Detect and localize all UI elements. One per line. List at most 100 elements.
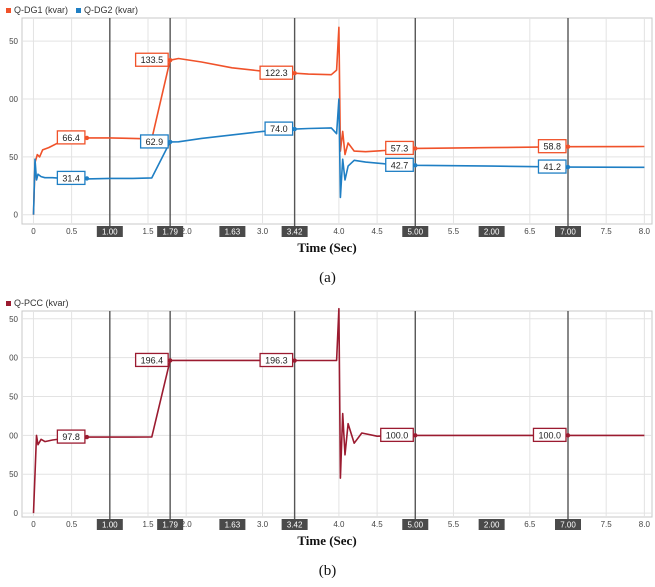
data-point: [565, 144, 571, 149]
chart-a: Q-DG1 (kvar) Q-DG2 (kvar) 66.4 31.4 62.9 133.…: [6, 5, 653, 255]
data-label: 196.4: [134, 352, 169, 368]
x-tick-label: 4.0: [333, 520, 345, 529]
data-label: 42.7: [385, 157, 414, 172]
x-tick-label: 8.0: [639, 227, 651, 236]
cursor-marker: [96, 519, 123, 530]
data-point: [565, 164, 571, 170]
data-label-box: [56, 170, 86, 186]
x-tick-label: 4.5: [372, 227, 384, 236]
data-label-text: 74.0: [270, 124, 288, 134]
data-label-box: [259, 65, 294, 80]
y-tick-label: 00: [9, 431, 18, 440]
x-tick-label: 6.5: [524, 227, 536, 236]
cursor-marker-label: 5.00: [407, 521, 423, 530]
legend-entry: Q-DG2 (kvar): [84, 5, 138, 15]
x-tick-label: 5.5: [448, 227, 460, 236]
data-label-text: 31.4: [62, 173, 80, 183]
data-label: 100.0: [380, 427, 414, 443]
data-label-text: 100.0: [386, 430, 409, 440]
legend-entry: Q-PCC (kvar): [14, 298, 69, 308]
cursor-marker: [157, 226, 184, 237]
data-label-box: [56, 130, 86, 145]
data-label: 74.0: [264, 121, 294, 136]
cursor-marker: [281, 226, 308, 237]
y-tick-label: 50: [9, 153, 18, 162]
legend-entry: Q-DG1 (kvar): [14, 5, 68, 15]
chart-panel-b: Q-PCC (kvar) 97.8 196.4 196.3 100.0 100.0 0 50 0…: [0, 293, 655, 555]
data-label-box: [134, 352, 169, 368]
data-point: [413, 163, 418, 168]
cursor-marker-label: 1.00: [102, 521, 118, 530]
data-label: 62.9: [139, 134, 169, 149]
data-label-text: 97.8: [62, 432, 80, 442]
data-label-box: [385, 140, 414, 156]
cursor-marker: [555, 226, 581, 237]
data-label-text: 58.8: [543, 142, 561, 152]
data-point: [413, 433, 418, 438]
x-tick-label: 2.0: [181, 520, 193, 529]
cursor-marker: [281, 519, 308, 530]
x-tick-label: 0.5: [66, 520, 78, 529]
data-label: 133.5: [134, 52, 169, 67]
data-label: 66.4: [56, 130, 86, 145]
x-tick-label: 8.0: [639, 520, 651, 529]
series-line: [32, 98, 645, 215]
data-label-box: [259, 352, 294, 368]
data-point: [413, 146, 418, 151]
cursor-marker: [157, 519, 184, 530]
cursor-marker-label: 7.00: [560, 228, 576, 237]
y-tick-label: 50: [9, 470, 18, 479]
cursor-marker: [402, 519, 429, 530]
cursor-marker-label: 7.00: [560, 521, 576, 530]
legend-swatch: [76, 8, 81, 13]
cursor-marker-label: 1.79: [162, 521, 178, 530]
cursor-marker-label: 5.00: [407, 228, 423, 237]
data-label-text: 62.9: [146, 137, 164, 147]
data-label-text: 196.4: [141, 355, 164, 365]
data-label-box: [380, 427, 414, 443]
cursor-marker-label: 3.42: [287, 521, 303, 530]
x-tick-label: 5.5: [448, 520, 460, 529]
x-tick-label: 1.5: [142, 227, 154, 236]
data-label-box: [537, 139, 567, 154]
cursor-marker-label: 1.63: [225, 521, 241, 530]
y-tick-label: 50: [9, 315, 18, 324]
cursor-marker-label: 2.00: [484, 521, 500, 530]
cursor-marker: [478, 226, 505, 237]
x-axis-label: Time (Sec): [297, 240, 356, 255]
data-label-box: [537, 159, 567, 174]
data-label-text: 41.2: [543, 162, 561, 172]
x-tick-label: 0: [31, 227, 36, 236]
y-tick-label: 0: [14, 211, 19, 220]
x-tick-label: 7.5: [601, 227, 613, 236]
x-tick-label: 3.0: [257, 227, 269, 236]
data-label-text: 66.4: [62, 133, 80, 143]
data-point: [292, 71, 297, 76]
x-tick-label: 4.0: [333, 227, 345, 236]
data-point: [167, 358, 173, 363]
cursor-marker-label: 1.79: [162, 228, 178, 237]
x-tick-label: 3.0: [257, 520, 269, 529]
data-point: [167, 58, 173, 63]
data-label-text: 57.3: [391, 143, 409, 153]
x-tick-label: 4.5: [372, 520, 384, 529]
cursor-marker: [402, 226, 429, 237]
x-tick-label: 0.5: [66, 227, 78, 236]
cursor-marker-label: 3.42: [287, 228, 303, 237]
data-label-box: [385, 157, 414, 172]
x-tick-label: 1.5: [142, 520, 154, 529]
y-tick-label: 50: [9, 393, 18, 402]
cursor-marker: [96, 226, 123, 237]
data-label: 31.4: [56, 170, 86, 186]
data-point: [84, 135, 90, 141]
data-label: 97.8: [56, 429, 86, 444]
data-label-text: 133.5: [141, 55, 164, 65]
data-label: 58.8: [537, 139, 567, 154]
data-label-box: [134, 52, 169, 67]
data-label-text: 100.0: [538, 430, 561, 440]
data-label: 41.2: [537, 159, 567, 174]
data-label: 100.0: [532, 427, 567, 443]
cursor-marker: [555, 519, 581, 530]
cursor-marker-label: 1.63: [225, 228, 241, 237]
y-tick-label: 0: [14, 509, 19, 518]
